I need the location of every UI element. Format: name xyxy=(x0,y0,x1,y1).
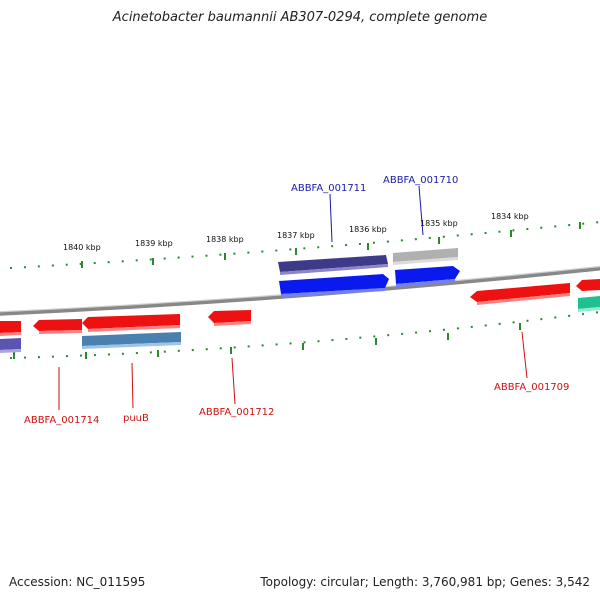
gene-left-edge-slate[interactable] xyxy=(0,338,21,353)
tick-label: 1837 kbp xyxy=(277,231,315,240)
gene-left-edge-red[interactable] xyxy=(0,321,21,336)
gene-label-abbfa-001711[interactable]: ABBFA_001711 xyxy=(291,183,366,194)
genome-summary-text: Topology: circular; Length: 3,760,981 bp… xyxy=(260,575,590,589)
gene-abbfa-001711-outer[interactable] xyxy=(278,255,388,275)
tick-label: 1835 kbp xyxy=(420,219,458,228)
gene-puub[interactable] xyxy=(82,332,181,349)
tick-label: 1838 kbp xyxy=(206,235,244,244)
gene-label-abbfa-001710[interactable]: ABBFA_001710 xyxy=(383,175,458,186)
gene-label-abbfa-001714[interactable]: ABBFA_001714 xyxy=(24,415,99,426)
major-ticks-upper xyxy=(81,222,581,268)
leader-line xyxy=(521,331,528,379)
major-ticks-lower xyxy=(13,323,521,359)
gene-label-abbfa-001709[interactable]: ABBFA_001709 xyxy=(494,382,569,393)
tick-label: 1840 kbp xyxy=(63,243,101,252)
leader-line xyxy=(131,362,134,409)
leader-line xyxy=(418,185,424,236)
gene-abbfa-001714[interactable] xyxy=(33,319,82,334)
gene-abbfa-001710-outer[interactable] xyxy=(393,248,458,265)
tick-label: 1839 kbp xyxy=(135,239,173,248)
gene-right-edge-red[interactable] xyxy=(576,279,600,291)
gene-abbfa-001711[interactable] xyxy=(279,274,389,297)
gene-abbfa-001712[interactable] xyxy=(208,310,251,326)
gene-label-abbfa-001712[interactable]: ABBFA_001712 xyxy=(199,407,274,418)
gene-abbfa-001709[interactable] xyxy=(470,283,570,305)
tick-label: 1836 kbp xyxy=(349,225,387,234)
gene-puub-outer[interactable] xyxy=(82,314,180,332)
gene-abbfa-001710[interactable] xyxy=(395,266,460,287)
leader-line xyxy=(329,193,333,243)
leader-line xyxy=(231,357,236,405)
gene-right-edge-teal[interactable] xyxy=(578,296,600,312)
gene-label-puub[interactable]: puuB xyxy=(123,413,149,424)
accession-text: Accession: NC_011595 xyxy=(9,575,146,589)
tick-label: 1834 kbp xyxy=(491,212,529,221)
map-title: Acinetobacter baumannii AB307-0294, comp… xyxy=(112,10,488,25)
